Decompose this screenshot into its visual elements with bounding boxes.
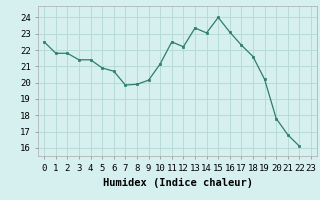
X-axis label: Humidex (Indice chaleur): Humidex (Indice chaleur) — [103, 178, 252, 188]
